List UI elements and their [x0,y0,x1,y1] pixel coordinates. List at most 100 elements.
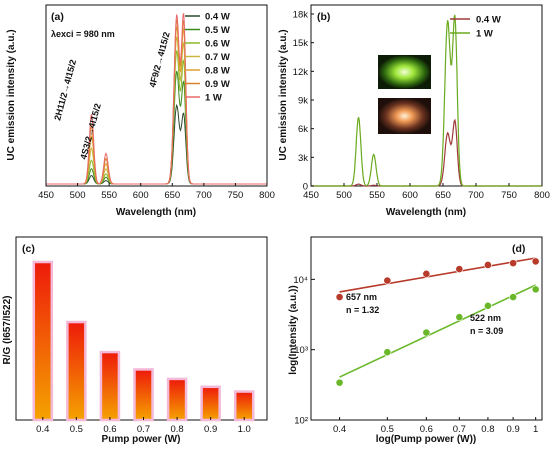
legend-label: 1 W [476,29,493,40]
data-point [422,328,431,337]
panel-b-x-ticks: 450 500 550 600 650 700 750 800 [303,183,550,201]
panel-d: 10² 10³ 10⁴ 0.4 0.5 0.6 0.7 0.8 0.9 1 (d) log(Pu… [288,236,543,445]
panel-b-x-tick-label: 600 [402,190,418,201]
data-point [531,257,540,266]
panel-b: 450 500 550 600 650 700 750 800 0 3k 6k 9k 12k 15k 18… [278,4,550,218]
legend-label: 0.6 W [205,39,230,50]
panel-d-series [335,257,540,387]
panel-d-y-ticks: 10² 10³ 10⁴ [293,275,315,427]
panel-d-ylabel: log(Intensity (a.u.)) [288,285,299,374]
panel-b-y-ticks: 0 3k 6k 9k 12k 15k 18k [293,10,314,193]
panel-b-xlabel: Wavelength (nm) [386,207,466,218]
bar [32,260,54,422]
bar [233,390,255,422]
legend-label: 0.8 W [205,66,230,77]
data-point [509,293,518,301]
bar [133,368,154,422]
panel-d-x-tick-label: 0.7 [453,424,466,435]
panel-b-y-tick-label: 6k [298,124,308,135]
panel-d-x-tick-label: 0.9 [507,424,520,435]
data-point [335,293,344,301]
panel-a-x-tick-label: 700 [196,190,212,201]
data-point [383,276,392,285]
panel-a: 450 500 550 600 650 700 750 800 (a) λexci = 980… [6,4,275,218]
legend-label: 1 W [205,93,222,104]
panel-c-x-tick-label: 1.0 [238,424,251,435]
panel-d-657-slope: n = 1.32 [346,305,379,315]
panel-d-x-tick-label: 0.6 [420,424,433,435]
legend-label: 0.4 W [476,15,501,26]
panel-a-legend: 0.4 W 0.5 W 0.6 W 0.7 W 0.8 W 0.9 W 1 W [185,12,230,104]
panel-b-y-tick-label: 15k [293,38,309,49]
panel-d-y-tick-label: 10² [294,416,308,427]
panel-a-label: (a) [51,11,64,23]
panel-c: 0.4 0.5 0.6 0.7 0.8 0.9 1.0 (c) Pump power (W)… [2,236,268,445]
panel-a-excitation: λexci = 980 nm [51,29,115,39]
panel-a-annotation-h11: 2H11/2→4I15/2 [52,58,78,121]
data-point [335,378,344,387]
panel-a-x-tick-label: 800 [259,190,275,201]
panel-d-y-tick-label: 10⁴ [293,275,308,286]
panel-b-y-tick-label: 3k [298,153,308,164]
data-point [484,261,492,269]
photo-04w-orange-glow [378,98,431,134]
data-point [383,348,392,357]
panel-d-522-slope: n = 3.09 [470,326,503,336]
panel-b-series-line [311,14,542,187]
data-point [509,259,518,268]
panel-a-series [46,13,267,185]
data-point [422,269,431,278]
legend-label: 0.9 W [205,79,230,90]
panel-d-x-ticks: 0.4 0.5 0.6 0.7 0.8 0.9 1 [333,417,538,435]
panel-c-bars: 0.4 0.5 0.6 0.7 0.8 0.9 1.0 [32,260,255,435]
panel-b-y-tick-label: 18k [293,10,309,21]
bar [166,377,188,422]
panel-d-y-tick-label: 10³ [294,345,308,356]
data-point [531,285,540,294]
panel-b-x-tick-label: 700 [468,190,484,201]
data-point [455,265,464,273]
panel-a-x-tick-label: 450 [38,190,54,201]
panel-a-annotation-f9: 4F9/2→4I15/2 [147,31,171,89]
panel-c-x-tick-label: 0.6 [103,424,116,435]
panel-b-x-tick-label: 550 [369,190,385,201]
bar [99,350,121,422]
panel-c-x-tick-label: 0.4 [36,424,49,435]
panel-b-x-tick-label: 650 [435,190,451,201]
panel-d-label: (d) [512,243,525,255]
panel-c-x-tick-label: 0.8 [170,424,183,435]
bar [200,385,221,422]
panel-d-522-name: 522 nm [470,313,501,323]
panel-c-xlabel: Pump power (W) [102,434,181,445]
panel-a-x-tick-label: 650 [164,190,180,201]
bar [66,320,87,422]
panel-a-frame [45,4,268,187]
panel-c-x-tick-label: 0.7 [137,424,150,435]
data-point [484,301,492,310]
panel-b-x-tick-label: 750 [501,190,517,201]
legend-label: 0.4 W [205,12,230,23]
panel-b-legend: 0.4 W 1 W [450,15,501,40]
panel-d-657-name: 657 nm [346,292,377,302]
legend-label: 0.7 W [205,52,230,63]
panel-a-xlabel: Wavelength (nm) [116,207,196,218]
photo-1w-green-glow [378,55,431,89]
panel-b-y-tick-label: 9k [298,96,308,107]
panel-a-x-tick-label: 550 [101,190,117,201]
panel-a-series-line [46,19,267,185]
panel-b-y-tick-label: 0 [303,182,308,193]
panel-d-x-tick-label: 0.8 [481,424,494,435]
panel-b-x-tick-label: 800 [534,190,550,201]
panel-b-y-tick-label: 12k [293,67,309,78]
panel-d-frame [310,236,543,421]
fit-line [339,284,537,378]
panel-d-xlabel: log(Pump power (W)) [376,434,477,445]
panel-a-x-tick-label: 600 [133,190,149,201]
panel-b-x-tick-label: 450 [303,190,319,201]
panel-a-x-tick-label: 500 [70,190,86,201]
panel-a-x-tick-label: 750 [227,190,243,201]
data-point [455,313,464,322]
panel-b-series [311,14,542,187]
panel-d-x-tick-label: 0.5 [381,424,394,435]
